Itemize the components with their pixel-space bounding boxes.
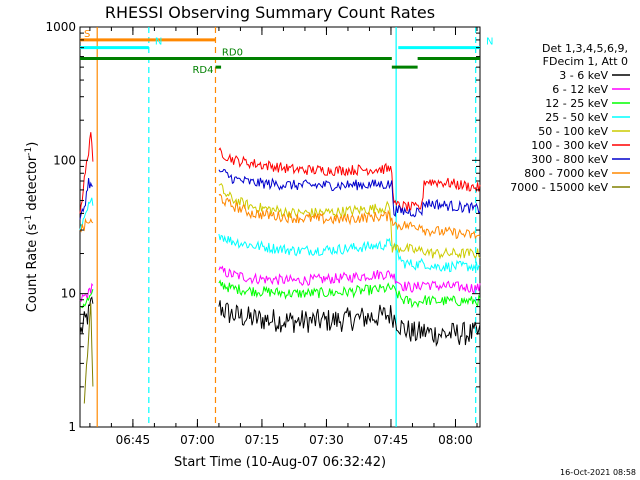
- legend-label-7: 800 - 7000 keV: [524, 167, 608, 180]
- flag-label-4: RD4: [192, 65, 213, 76]
- series-line-0: [79, 296, 481, 347]
- legend-label-0: 3 - 6 keV: [559, 69, 608, 82]
- y-axis-label-sup2: -1: [24, 147, 34, 156]
- series-line-5: [79, 132, 481, 214]
- legend-header-line-2: FDecim 1, Att 0: [543, 55, 628, 68]
- flag-bars: S N N RD0 RD4: [80, 29, 493, 76]
- x-tick-label-3: 07:30: [309, 433, 344, 447]
- axis-ticks: 1 10 100 1000 06:45 07:00 07:15 07:30 07:45 08:00: [45, 20, 480, 447]
- legend-label-5: 100 - 300 keV: [531, 139, 608, 152]
- y-tick-label-2: 100: [53, 153, 76, 167]
- y-tick-label-1: 10: [61, 287, 76, 301]
- legend-label-6: 300 - 800 keV: [531, 153, 608, 166]
- y-axis-label-end: ): [25, 142, 40, 147]
- x-tick-label-2: 07:15: [245, 433, 280, 447]
- legend-label-2: 12 - 25 keV: [545, 97, 608, 110]
- legend-header-line-1: Det 1,3,4,5,6,9,: [542, 42, 628, 55]
- x-tick-label-1: 07:00: [180, 433, 215, 447]
- footer-timestamp: 16-Oct-2021 08:58: [560, 468, 636, 477]
- series-line-8: [83, 303, 94, 404]
- y-axis-label: Count Rate (s-1 detector-1): [24, 142, 40, 313]
- plot-frame: [79, 26, 481, 428]
- series-line-7: [79, 193, 481, 240]
- x-axis-label: Start Time (10-Aug-07 06:32:42): [174, 455, 386, 470]
- series-line-4: [218, 183, 481, 260]
- flag-label-3: RD0: [222, 48, 243, 59]
- chart-title: RHESSI Observing Summary Count Rates: [105, 3, 435, 22]
- legend-label-8: 7000 - 15000 keV: [510, 181, 608, 194]
- y-axis-label-mid: detector: [25, 155, 40, 215]
- series-line-1: [79, 265, 481, 303]
- legend-label-4: 50 - 100 keV: [538, 125, 608, 138]
- y-axis-label-sup1: -1: [24, 215, 34, 224]
- legend-label-1: 6 - 12 keV: [552, 83, 608, 96]
- series-line-6: [79, 168, 481, 220]
- flag-label-1: N: [155, 37, 162, 48]
- series-lines: [79, 132, 481, 404]
- x-tick-label-4: 07:45: [374, 433, 409, 447]
- flag-label-2: N: [486, 37, 493, 48]
- legend-label-3: 25 - 50 keV: [545, 111, 608, 124]
- legend: Det 1,3,4,5,6,9, FDecim 1, Att 0 3 - 6 k…: [510, 42, 630, 194]
- series-line-2: [79, 279, 481, 309]
- y-tick-label-0: 1: [68, 420, 76, 434]
- y-tick-label-3: 1000: [45, 20, 76, 34]
- plot-area: [79, 26, 481, 428]
- x-tick-label-5: 08:00: [438, 433, 473, 447]
- flag-label-0: S: [84, 29, 90, 40]
- y-axis-label-main: Count Rate (s: [25, 224, 40, 313]
- x-tick-label-0: 06:45: [116, 433, 151, 447]
- vertical-markers: [96, 27, 477, 427]
